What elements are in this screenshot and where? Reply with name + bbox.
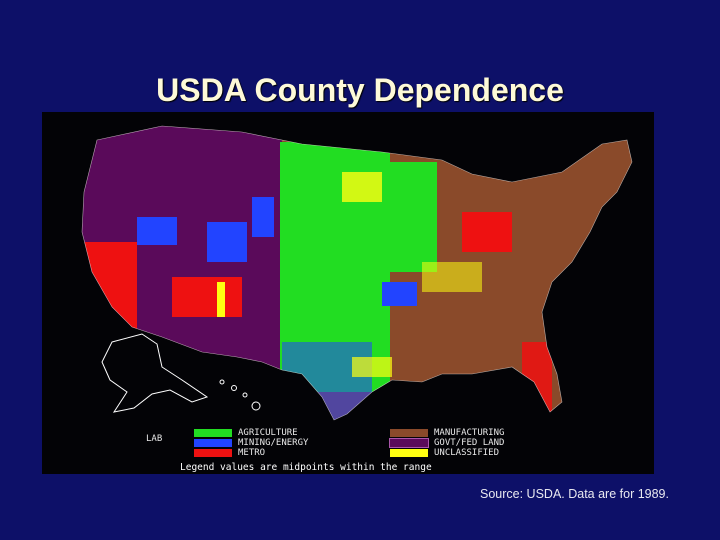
legend-item-govt-fed-land: GOVT/FED LAND xyxy=(389,437,504,448)
region-unclassified-plains xyxy=(342,172,382,202)
source-note: Source: USDA. Data are for 1989. xyxy=(480,487,669,501)
region-agriculture-midwest xyxy=(387,162,437,272)
legend-swatch-unclassified xyxy=(390,448,428,457)
county-dependence-map: LAB AGRICULTURE MINING/ENERGY METRO MANU… xyxy=(42,112,654,474)
legend-item-metro: METRO xyxy=(194,448,265,458)
legend-note: Legend values are midpoints within the r… xyxy=(180,462,432,473)
region-mining-wyoming xyxy=(252,197,274,237)
region-mining-texas xyxy=(282,342,372,420)
region-metro-west-coast xyxy=(82,242,137,342)
hawaii-outline xyxy=(219,379,261,411)
region-unclassified-arizona xyxy=(217,282,225,317)
region-unclassified-south xyxy=(422,262,482,292)
legend-swatch-metro xyxy=(194,448,232,457)
region-unclassified-gulf xyxy=(352,357,392,377)
slide-title: USDA County Dependence xyxy=(156,72,564,108)
map-legend: LAB AGRICULTURE MINING/ENERGY METRO MANU… xyxy=(42,428,654,474)
legend-swatch-govt-fed-land xyxy=(389,437,429,448)
region-mining-nevada xyxy=(137,217,177,245)
legend-item-mining-energy: MINING/ENERGY xyxy=(194,438,308,448)
alaska-outline xyxy=(101,333,209,413)
legend-item-unclassified: UNCLASSIFIED xyxy=(390,448,499,458)
region-mining-colorado xyxy=(207,222,247,262)
region-mining-appalachia xyxy=(382,282,417,306)
legend-swatch-agriculture xyxy=(194,428,232,437)
region-metro-northeast xyxy=(462,212,512,252)
legend-swatch-mining-energy xyxy=(194,438,232,447)
legend-item-manufacturing: MANUFACTURING xyxy=(390,428,504,438)
region-metro-southwest xyxy=(172,277,242,317)
us-map-graphic xyxy=(81,125,633,421)
us-outline xyxy=(81,125,633,421)
legend-swatch-manufacturing xyxy=(390,428,428,437)
legend-lab-label: LAB xyxy=(146,434,163,444)
legend-item-agriculture: AGRICULTURE xyxy=(194,428,298,438)
